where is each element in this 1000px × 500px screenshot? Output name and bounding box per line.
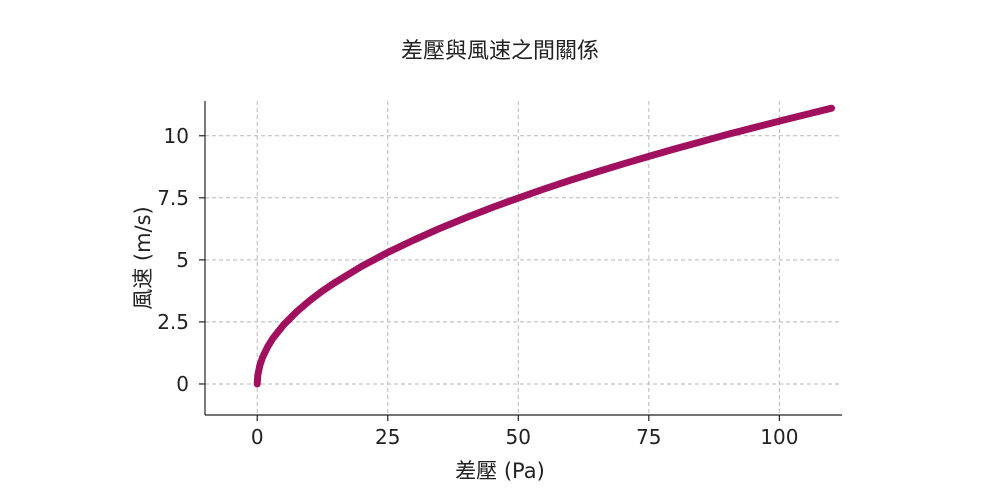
y-tick-label: 5 (176, 248, 189, 272)
series-line (253, 104, 836, 388)
y-tick-label: 10 (164, 124, 189, 148)
y-tick-label: 7.5 (157, 186, 189, 210)
series-layer (253, 104, 836, 388)
x-axis-label: 差壓 (Pa) (455, 459, 545, 483)
x-tick-label: 100 (760, 425, 798, 449)
grid-lines (205, 101, 842, 415)
chart-title: 差壓與風速之間關係 (401, 39, 599, 64)
x-tick-label: 25 (375, 425, 400, 449)
y-axis-label: 風速 (m/s) (131, 206, 155, 310)
x-axis-ticks: 0 25 50 75 100 (251, 415, 798, 449)
x-tick-label: 0 (251, 425, 264, 449)
x-tick-label: 50 (506, 425, 531, 449)
y-axis-ticks: 0 2.5 5 7.5 10 (157, 124, 205, 396)
x-tick-label: 75 (636, 425, 661, 449)
y-tick-label: 0 (176, 372, 189, 396)
y-tick-label: 2.5 (157, 310, 189, 334)
